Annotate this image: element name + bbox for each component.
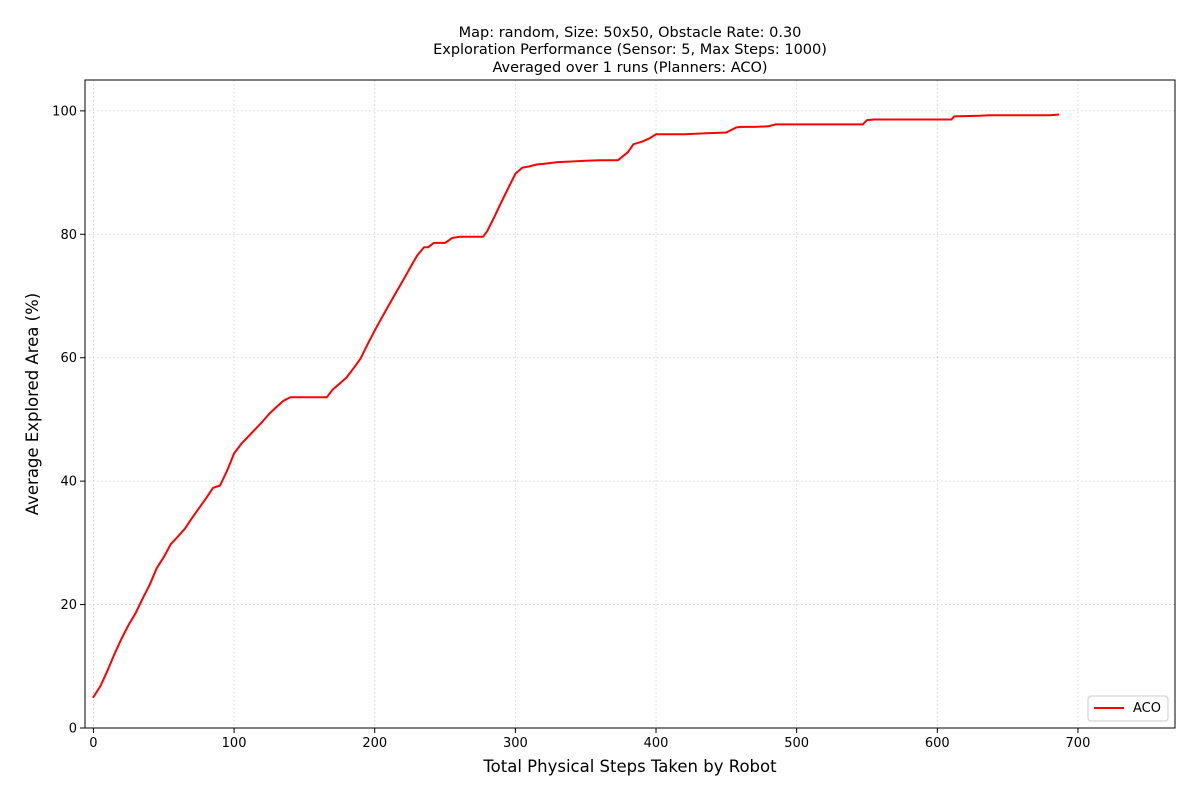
x-tick-label: 700	[1066, 736, 1091, 751]
x-tick-label: 0	[89, 736, 97, 751]
x-tick-label: 300	[503, 736, 528, 751]
legend: ACO	[1087, 695, 1169, 722]
y-tick-label: 0	[69, 722, 77, 737]
x-tick-label: 500	[784, 736, 809, 751]
chart-title-line-2: Exploration Performance (Sensor: 5, Max …	[433, 42, 827, 58]
series-line-aco	[92, 113, 1060, 699]
y-tick-label: 100	[52, 104, 77, 119]
y-axis-label: Average Explored Area (%)	[23, 293, 42, 515]
chart-title-line-1: Map: random, Size: 50x50, Obstacle Rate:…	[459, 25, 802, 41]
x-tick-label: 100	[222, 736, 247, 751]
x-tick-label: 600	[925, 736, 950, 751]
series-layer	[92, 113, 1060, 699]
y-tick-label: 20	[60, 598, 77, 613]
y-tick-label: 60	[60, 351, 77, 366]
x-tick-label: 200	[362, 736, 387, 751]
x-axis-label: Total Physical Steps Taken by Robot	[482, 757, 777, 776]
tick-layer: 0 100 200 300 400 500 600 700 0 20 40 60 80 100	[52, 104, 1090, 751]
y-tick-label: 80	[60, 228, 77, 243]
y-tick-label: 40	[60, 475, 77, 490]
plot-frame	[84, 79, 1176, 729]
grid-layer	[85, 80, 1175, 729]
chart-title-line-3: Averaged over 1 runs (Planners: ACO)	[492, 60, 767, 76]
legend-box	[1087, 695, 1169, 722]
x-tick-label: 400	[644, 736, 669, 751]
legend-label-aco: ACO	[1133, 701, 1161, 716]
